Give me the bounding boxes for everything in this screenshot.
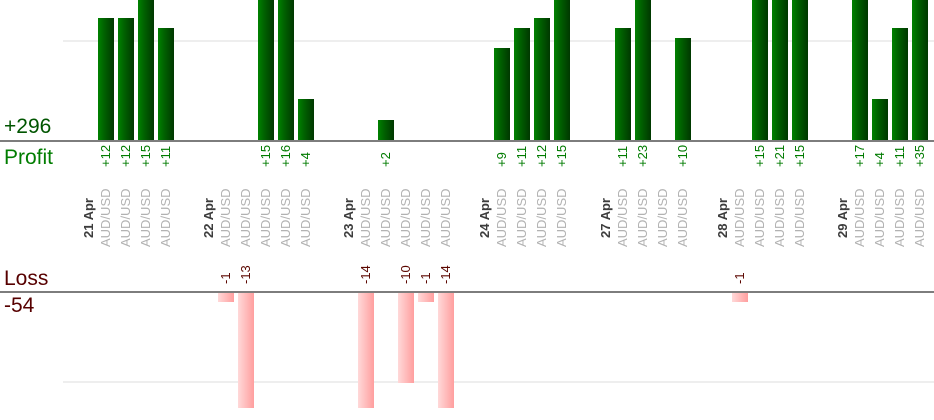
profit-bar (852, 0, 868, 140)
profit-bar (675, 38, 691, 140)
pair-label: AUD/USD (872, 188, 887, 248)
profit-bar (514, 28, 530, 140)
date-label: 28 Apr (715, 198, 730, 238)
profit-axis-title: Profit (4, 146, 54, 169)
profit-value-label: +12 (118, 144, 133, 167)
pair-label: AUD/USD (792, 188, 807, 248)
profit-value-label: +2 (378, 152, 393, 167)
profit-value-label: +10 (675, 144, 690, 167)
profit-value-label: +15 (258, 144, 273, 167)
profit-value-label: +4 (298, 152, 313, 167)
total-loss-label: -54 (4, 294, 35, 317)
profit-value-label: +15 (554, 144, 569, 167)
profit-value-label: +11 (158, 145, 173, 167)
profit-bar (298, 99, 314, 140)
pair-label: AUD/USD (98, 188, 113, 248)
profit-gridline (63, 40, 934, 42)
date-label: 22 Apr (201, 198, 216, 238)
profit-value-label: +23 (635, 144, 650, 167)
profit-bar (872, 99, 888, 140)
profit-bar (635, 0, 651, 140)
date-label: 24 Apr (477, 198, 492, 238)
pair-label: AUD/USD (258, 188, 273, 248)
pair-label: AUD/USD (138, 188, 153, 248)
loss-axis-line (0, 291, 934, 293)
profit-bar (912, 0, 928, 140)
profit-value-label: +9 (494, 152, 509, 167)
loss-value-label: -13 (238, 265, 253, 284)
date-label: 29 Apr (835, 198, 850, 238)
profit-value-label: +17 (852, 144, 867, 167)
pair-label: AUD/USD (772, 188, 787, 248)
loss-bar (732, 293, 748, 302)
loss-gridline (63, 381, 934, 383)
date-label: 23 Apr (341, 198, 356, 238)
profit-value-label: +11 (892, 145, 907, 167)
profit-value-label: +11 (615, 145, 630, 167)
pair-label: AUD/USD (852, 188, 867, 248)
profit-axis-line (0, 140, 934, 142)
loss-value-label: -14 (438, 265, 453, 284)
profit-bar (494, 48, 510, 140)
profit-bar (98, 18, 114, 140)
pair-label: AUD/USD (554, 188, 569, 248)
pair-label: AUD/USD (534, 188, 549, 248)
profit-bar (378, 120, 394, 140)
profit-bar (752, 0, 768, 140)
profit-bar (892, 28, 908, 140)
loss-value-label: -10 (398, 265, 413, 284)
loss-bar (358, 293, 374, 408)
loss-bar (218, 293, 234, 302)
total-profit-label: +296 (4, 115, 52, 138)
date-label: 21 Apr (81, 198, 96, 238)
loss-bar (418, 293, 434, 302)
date-label: 27 Apr (598, 198, 613, 238)
pair-label: AUD/USD (675, 188, 690, 248)
profit-value-label: +12 (98, 144, 113, 167)
loss-value-label: -1 (732, 272, 747, 284)
loss-bar (438, 293, 454, 408)
profit-value-label: +16 (278, 144, 293, 167)
loss-value-label: -14 (358, 265, 373, 284)
profit-value-label: +11 (514, 145, 529, 167)
pair-label: AUD/USD (494, 188, 509, 248)
loss-bar (398, 293, 414, 383)
profit-value-label: +35 (912, 144, 927, 167)
profit-value-label: +12 (534, 144, 549, 167)
profit-bar (534, 18, 550, 140)
pair-label: AUD/USD (158, 188, 173, 248)
loss-axis-title: Loss (4, 267, 49, 290)
pair-label: AUD/USD (655, 188, 670, 248)
profit-bar (118, 18, 134, 140)
profit-value-label: +15 (752, 144, 767, 167)
pair-label: AUD/USD (752, 188, 767, 248)
loss-value-label: -1 (218, 272, 233, 284)
profit-bar (792, 0, 808, 140)
profit-bar (258, 0, 274, 140)
profit-value-label: +21 (772, 144, 787, 167)
profit-bar (158, 28, 174, 140)
pair-label: AUD/USD (912, 188, 927, 248)
pair-label: AUD/USD (635, 188, 650, 248)
profit-bar (615, 28, 631, 140)
profit-value-label: +4 (872, 152, 887, 167)
profit-bar (554, 0, 570, 140)
pair-label: AUD/USD (892, 188, 907, 248)
pair-label: AUD/USD (118, 188, 133, 248)
profit-value-label: +15 (138, 144, 153, 167)
pair-label: AUD/USD (514, 188, 529, 248)
loss-bar (238, 293, 254, 408)
profit-bar (278, 0, 294, 140)
pair-label: AUD/USD (378, 188, 393, 248)
loss-value-label: -1 (418, 272, 433, 284)
profit-value-label: +15 (792, 144, 807, 167)
pair-label: AUD/USD (615, 188, 630, 248)
pair-label: AUD/USD (278, 188, 293, 248)
pair-label: AUD/USD (298, 188, 313, 248)
profit-bar (772, 0, 788, 140)
profit-bar (138, 0, 154, 140)
